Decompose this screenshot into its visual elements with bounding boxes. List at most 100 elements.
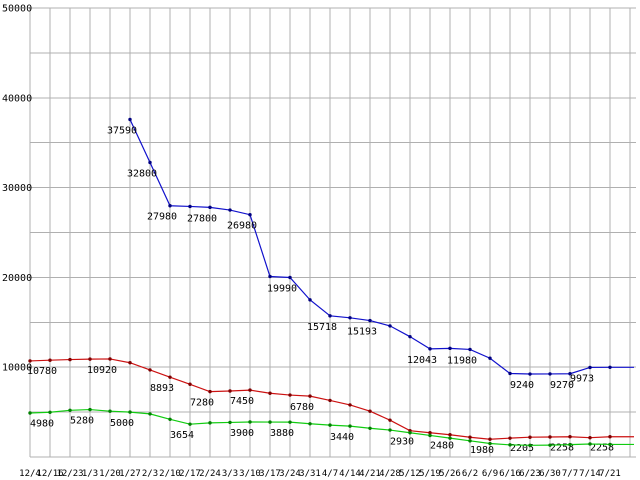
series-red-point	[548, 435, 552, 439]
series-red-point	[388, 418, 392, 422]
series-blue-value-label: 27800	[187, 213, 217, 224]
x-tick-label: 6/23	[519, 469, 541, 479]
series-red-point	[568, 435, 572, 439]
series-blue-line	[129, 119, 634, 375]
series-blue-point	[328, 314, 332, 318]
series-red-value-label: 7450	[230, 396, 254, 407]
x-tick-label: 3/24	[279, 469, 301, 479]
series-blue-value-label: 32800	[127, 168, 157, 179]
x-tick-label: 2/3	[142, 469, 158, 479]
series-blue-point	[268, 274, 272, 279]
y-tick-label: 20000	[2, 273, 32, 284]
series-green-point	[328, 423, 332, 427]
series-green: 4980 5280 5000 3654 3900 3880 3440	[28, 407, 634, 448]
x-tick-label: 6/16	[499, 469, 521, 479]
series-blue-value-label: 26980	[227, 221, 257, 232]
series-blue-point	[248, 213, 252, 217]
series-blue-point	[468, 347, 472, 352]
x-tick-label: 12/23	[56, 469, 83, 479]
series-blue-point	[388, 324, 392, 328]
series-green-point	[208, 421, 212, 425]
series-green-point	[68, 408, 72, 413]
series-green-point	[248, 420, 252, 424]
x-tick-label: 6/30	[539, 469, 561, 479]
series-red-value-label: 1980	[470, 445, 494, 456]
series-blue-point	[348, 316, 352, 320]
series-red-value-label: 2930	[390, 437, 414, 448]
series-blue-point	[568, 372, 572, 376]
series-blue-point	[448, 346, 452, 351]
series-green-point	[528, 443, 532, 448]
series-green-point	[48, 410, 52, 414]
x-tick-label: 2/24	[199, 469, 221, 479]
x-tick-label: 2/17	[179, 469, 201, 479]
series-red-point	[228, 389, 232, 393]
series-red-point	[308, 394, 312, 398]
series-blue-point	[188, 204, 192, 209]
series-green-point	[408, 431, 412, 435]
series-blue-point	[208, 205, 212, 210]
x-tick-label: 2/10	[159, 469, 181, 479]
series-red-point	[508, 436, 512, 440]
series-blue-point	[488, 356, 492, 360]
series-blue-point	[528, 372, 532, 376]
series-red-point	[148, 368, 152, 372]
series-blue-value-label: 19990	[267, 283, 297, 294]
series-red-point	[188, 382, 192, 386]
series-blue-point	[168, 204, 172, 208]
series-green-point	[548, 443, 552, 447]
series-blue-point	[428, 347, 432, 351]
series-blue-point	[588, 365, 592, 370]
series-blue-value-label: 9240	[510, 380, 534, 391]
series-blue-value-label: 11980	[447, 355, 477, 366]
x-tick-label: 5/12	[399, 469, 421, 479]
x-tick-label: 4/14	[339, 469, 361, 479]
series-green-point	[28, 411, 32, 415]
y-tick-label: 40000	[2, 93, 32, 104]
series-red-point	[268, 391, 272, 395]
series-green-point	[188, 422, 192, 426]
x-tick-label: 3/17	[259, 469, 281, 479]
series-green-point	[348, 424, 352, 428]
x-tick-label: 3/3	[222, 469, 238, 479]
series-green-value-label: 5000	[110, 418, 134, 429]
x-tick-label: 7/21	[599, 469, 621, 479]
series-red-value-label: 7280	[190, 398, 214, 409]
series-red-point	[348, 403, 352, 407]
series-green-value-label: 3880	[270, 428, 294, 439]
series-blue-value-label: 15718	[307, 322, 337, 333]
series-blue-point	[508, 371, 512, 376]
y-tick-label: 50000	[2, 4, 32, 15]
y-tick-label: 10000	[2, 363, 32, 374]
series-red-point	[608, 435, 612, 439]
x-tick-label: 3/31	[299, 469, 321, 479]
series-green-point	[308, 422, 312, 426]
x-tick-label: 5/19	[419, 469, 441, 479]
x-tick-label: 1/20	[99, 469, 121, 479]
series-green-point	[568, 442, 572, 447]
x-tick-label: 4/21	[359, 469, 381, 479]
series-green-point	[108, 409, 112, 413]
series-red-point	[448, 433, 452, 437]
x-tick-label: 1/27	[119, 469, 141, 479]
x-tick-label: 7/7	[562, 469, 578, 479]
series-green-value-label: 5280	[70, 416, 94, 427]
series-blue-value-label: 12043	[407, 355, 437, 366]
x-tick-label: 6/2	[462, 469, 478, 479]
series-blue-point	[288, 275, 292, 280]
series-red-point	[108, 357, 112, 361]
series-red-value-label: 2480	[430, 441, 454, 452]
series-red-point	[208, 389, 212, 394]
series-blue-value-label: 9973	[570, 373, 594, 384]
series-green-value-label: 4980	[30, 418, 54, 429]
series-green-point	[508, 443, 512, 447]
series-blue-point	[148, 160, 152, 165]
series-red-point	[248, 388, 252, 392]
series-blue-value-label: 15193	[347, 327, 377, 338]
series-red-value-label: 10780	[27, 366, 57, 377]
x-tick-label: 6/9	[482, 469, 498, 479]
